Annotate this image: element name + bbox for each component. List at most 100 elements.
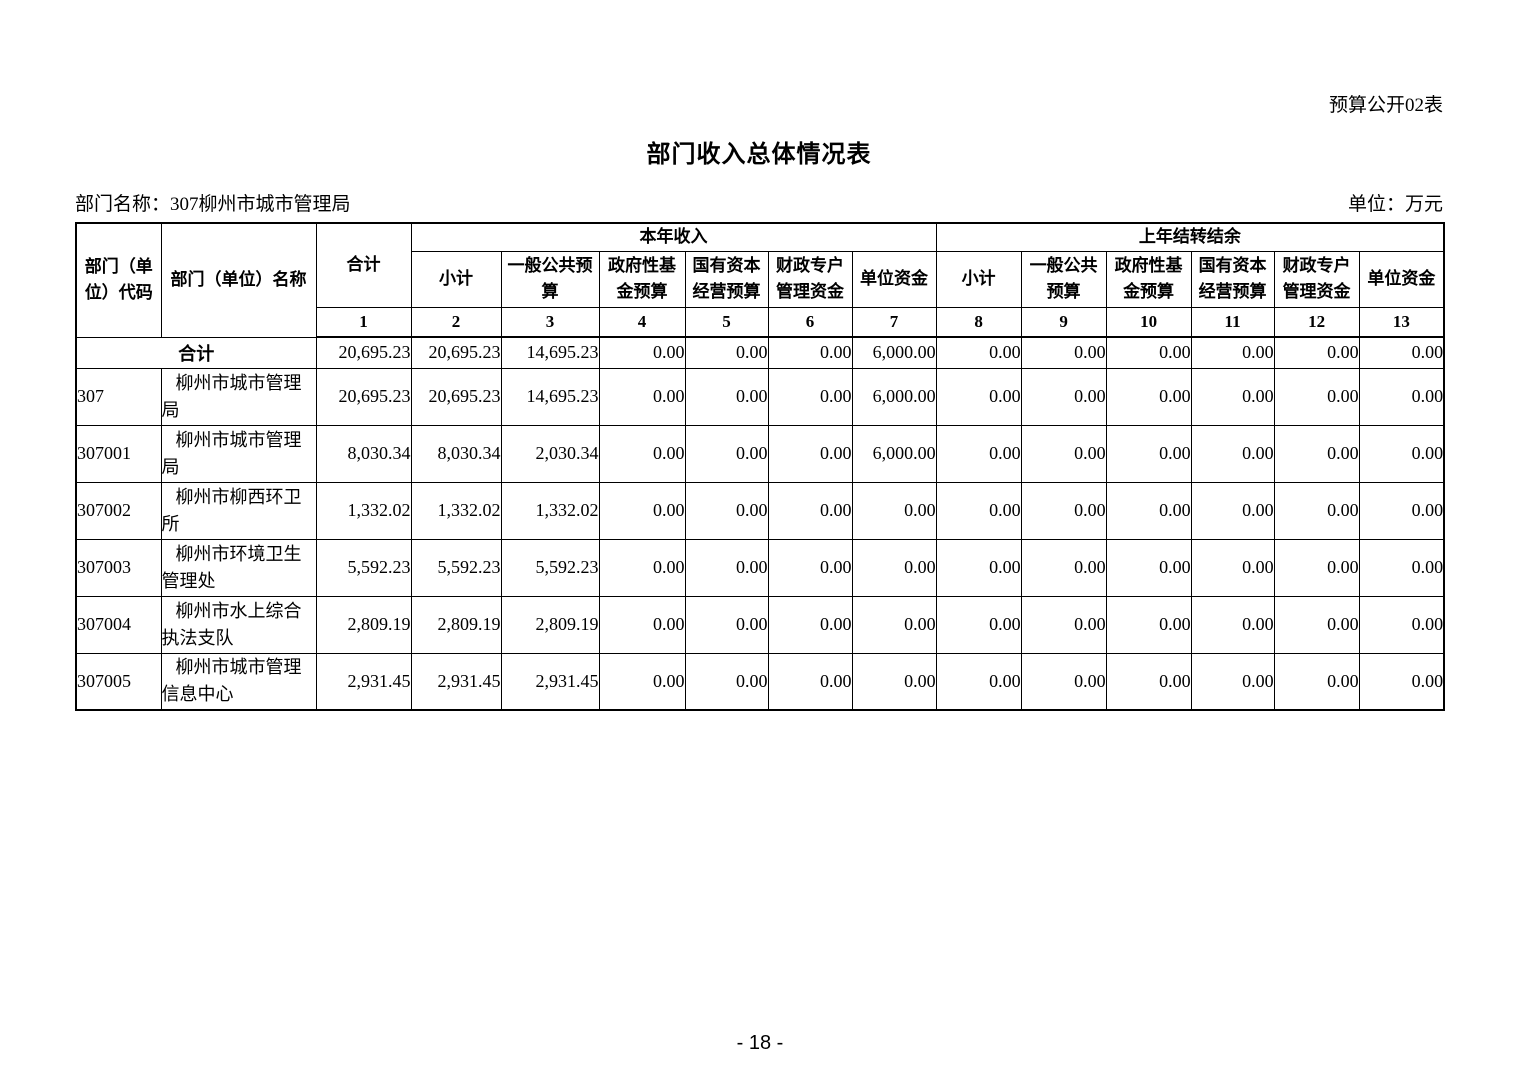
value-cell: 0.00 [684, 336, 769, 369]
table-row: 307004 柳州市水上综合执法支队 2,809.19 2,809.19 2,809.1… [75, 595, 1445, 654]
value-cell: 0.00 [684, 367, 769, 426]
col-number: 9 [1020, 306, 1107, 338]
value-cell: 0.00 [1020, 538, 1107, 597]
income-summary-table: 部门（单位）代码 部门（单位）名称 合计 本年收入 上年结转结余 小计 一般公共… [75, 222, 1446, 711]
col-number: 11 [1190, 306, 1275, 338]
value-cell: 0.00 [1358, 424, 1445, 483]
value-cell: 0.00 [1105, 481, 1192, 540]
value-cell: 0.00 [851, 481, 937, 540]
value-cell: 2,931.45 [315, 652, 412, 711]
value-cell: 0.00 [935, 424, 1022, 483]
value-cell: 14,695.23 [500, 336, 600, 369]
unit-code-cell: 307005 [75, 652, 162, 711]
col-header-general-public-budget: 一般公共预算 [500, 250, 600, 308]
value-cell: 0.00 [598, 481, 686, 540]
value-cell: 0.00 [1273, 424, 1360, 483]
table-row: 307002 柳州市柳西环卫所 1,332.02 1,332.02 1,332.02 0.… [75, 481, 1445, 540]
header-number-row: 1 2 3 4 5 6 7 8 9 10 11 12 13 [76, 306, 1445, 338]
unit-name-cell: 柳州市城市管理局 [160, 367, 317, 426]
value-cell: 0.00 [935, 481, 1022, 540]
unit-name-cell: 柳州市城市管理局 [160, 424, 317, 483]
value-cell: 0.00 [598, 367, 686, 426]
value-cell: 0.00 [1020, 367, 1107, 426]
col-header-fiscal-account-funds: 财政专户管理资金 [767, 250, 853, 308]
value-cell: 2,809.19 [500, 595, 600, 654]
value-cell: 0.00 [1105, 595, 1192, 654]
table-row: 307 柳州市城市管理局 20,695.23 20,695.23 14,695.23 0.… [75, 367, 1445, 426]
value-cell: 0.00 [598, 336, 686, 369]
value-cell: 0.00 [1358, 481, 1445, 540]
value-cell: 0.00 [598, 595, 686, 654]
value-cell: 0.00 [1020, 424, 1107, 483]
unit-code-cell: 307 [75, 367, 162, 426]
col-header-unit-funds: 单位资金 [851, 250, 937, 308]
value-cell: 0.00 [1105, 424, 1192, 483]
col-number: 6 [767, 306, 853, 338]
col-number: 7 [851, 306, 937, 338]
value-cell: 8,030.34 [410, 424, 502, 483]
value-cell: 0.00 [598, 652, 686, 711]
value-cell: 0.00 [1273, 367, 1360, 426]
value-cell: 6,000.00 [851, 424, 937, 483]
table-row: 307003 柳州市环境卫生管理处 5,592.23 5,592.23 5,592.23… [75, 538, 1445, 597]
corner-note: 预算公开02表 [1328, 95, 1443, 116]
value-cell: 0.00 [767, 336, 853, 369]
value-cell: 0.00 [767, 652, 853, 711]
col-number: 12 [1273, 306, 1360, 338]
value-cell: 0.00 [851, 538, 937, 597]
value-cell: 0.00 [1020, 336, 1107, 369]
value-cell: 0.00 [1358, 652, 1445, 711]
value-cell: 0.00 [935, 367, 1022, 426]
value-cell: 14,695.23 [500, 367, 600, 426]
value-cell: 1,332.02 [315, 481, 412, 540]
value-cell: 0.00 [684, 424, 769, 483]
unit-code-cell: 307003 [75, 538, 162, 597]
value-cell: 5,592.23 [410, 538, 502, 597]
value-cell: 20,695.23 [315, 367, 412, 426]
value-cell: 0.00 [1190, 424, 1275, 483]
value-cell: 0.00 [1105, 538, 1192, 597]
col-number: 13 [1358, 306, 1445, 338]
col-header-unit-code: 部门（单位）代码 [75, 222, 162, 338]
col-header-total: 合计 [315, 222, 412, 308]
col-header-state-capital-budget: 国有资本经营预算 [684, 250, 769, 308]
value-cell: 0.00 [1105, 336, 1192, 369]
value-cell: 5,592.23 [315, 538, 412, 597]
value-cell: 20,695.23 [410, 367, 502, 426]
col-header-govt-fund-budget-2: 政府性基金预算 [1105, 250, 1192, 308]
group-header-carryover: 上年结转结余 [935, 222, 1445, 252]
col-number: 10 [1105, 306, 1192, 338]
value-cell: 0.00 [684, 595, 769, 654]
table-row: 307001 柳州市城市管理局 8,030.34 8,030.34 2,030.34 0.… [75, 424, 1445, 483]
value-cell: 8,030.34 [315, 424, 412, 483]
group-header-current-year-income: 本年收入 [410, 222, 937, 252]
value-cell: 1,332.02 [410, 481, 502, 540]
value-cell: 0.00 [1273, 595, 1360, 654]
header-subcol-row: 小计 一般公共预算 政府性基金预算 国有资本经营预算 财政专户管理资金 单位资金… [76, 250, 1445, 308]
total-row-label: 合计 [75, 336, 317, 369]
col-header-state-capital-budget-2: 国有资本经营预算 [1190, 250, 1275, 308]
value-cell: 0.00 [1020, 652, 1107, 711]
col-header-govt-fund-budget: 政府性基金预算 [598, 250, 686, 308]
total-row: 合计 20,695.23 20,695.23 14,695.23 0.00 0.00 0.0… [75, 336, 1445, 369]
col-header-subtotal: 小计 [410, 250, 502, 308]
value-cell: 0.00 [935, 336, 1022, 369]
value-cell: 0.00 [767, 595, 853, 654]
value-cell: 2,809.19 [410, 595, 502, 654]
value-cell: 0.00 [684, 652, 769, 711]
value-cell: 0.00 [935, 538, 1022, 597]
value-cell: 0.00 [1190, 481, 1275, 540]
value-cell: 0.00 [935, 595, 1022, 654]
department-name-label: 部门名称：307柳州市城市管理局 [75, 194, 351, 215]
value-cell: 2,809.19 [315, 595, 412, 654]
col-number: 4 [598, 306, 686, 338]
header-group-row: 部门（单位）代码 部门（单位）名称 合计 本年收入 上年结转结余 [75, 222, 1445, 338]
table-body: 合计 20,695.23 20,695.23 14,695.23 0.00 0.00 0.0… [75, 336, 1445, 711]
unit-code-cell: 307004 [75, 595, 162, 654]
col-header-unit-funds-2: 单位资金 [1358, 250, 1445, 308]
value-cell: 0.00 [684, 538, 769, 597]
col-number: 2 [410, 306, 502, 338]
value-cell: 6,000.00 [851, 367, 937, 426]
value-cell: 0.00 [935, 652, 1022, 711]
unit-name-cell: 柳州市柳西环卫所 [160, 481, 317, 540]
